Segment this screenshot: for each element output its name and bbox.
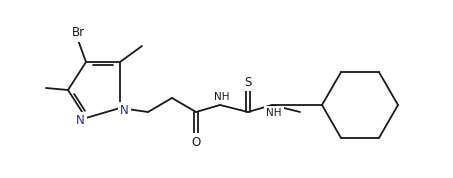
Text: Br: Br: [72, 27, 85, 40]
Text: NH: NH: [214, 92, 230, 102]
Text: NH: NH: [266, 108, 282, 118]
Text: O: O: [191, 135, 201, 148]
Text: N: N: [76, 114, 84, 127]
Text: N: N: [120, 104, 128, 117]
Text: S: S: [244, 75, 252, 88]
